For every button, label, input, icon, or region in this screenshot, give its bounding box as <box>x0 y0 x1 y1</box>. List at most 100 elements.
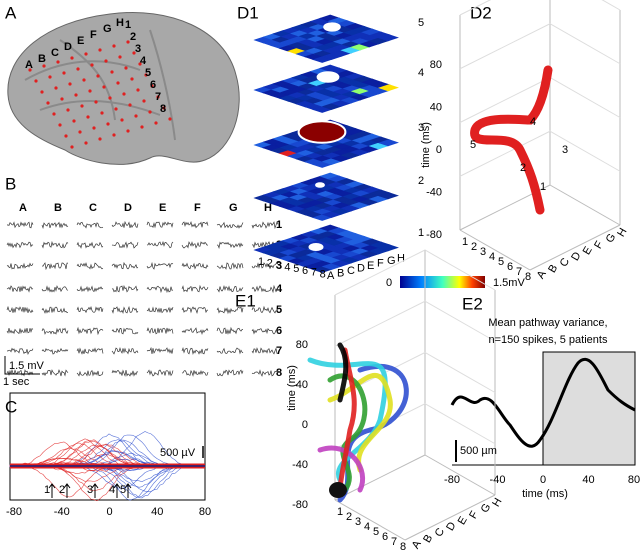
panel-label: D1 <box>237 3 259 22</box>
y-tick-label: 0 <box>302 419 308 431</box>
eeg-trace <box>181 346 209 356</box>
electrode <box>76 67 80 71</box>
grid-line <box>334 351 496 398</box>
grid-column-label: D <box>64 41 72 53</box>
eeg-trace <box>76 347 104 355</box>
eeg-trace <box>6 327 34 335</box>
title: Mean pathway variance, <box>488 317 607 329</box>
activity-center <box>323 22 341 32</box>
x-label: 8 <box>400 541 406 551</box>
box-edge <box>459 229 531 271</box>
electrode <box>106 122 110 126</box>
colorbar <box>400 276 485 288</box>
x-label: 6 <box>382 531 388 543</box>
eeg-trace <box>76 326 104 336</box>
eeg-trace <box>41 347 69 355</box>
layer-label: 4 <box>418 67 424 79</box>
eeg-trace <box>76 221 104 229</box>
electrode <box>114 107 118 111</box>
x-label: 5 <box>293 263 299 275</box>
path-label: 3 <box>562 144 568 156</box>
scale-label: 500 µV <box>160 447 196 459</box>
column-label: C <box>89 202 97 214</box>
column-label: B <box>54 202 62 214</box>
subtitle: n=150 spikes, 5 patients <box>489 334 608 346</box>
box-edge <box>334 499 406 541</box>
electrode <box>130 77 134 81</box>
electrode <box>168 117 172 121</box>
y-label: H <box>397 252 405 264</box>
x-label: 2 <box>267 258 273 270</box>
x-label: 7 <box>311 267 317 279</box>
eeg-trace <box>146 306 174 314</box>
electrode <box>74 93 78 97</box>
electrode <box>104 59 108 63</box>
electrode <box>124 66 128 70</box>
x-label: 1 <box>337 506 343 518</box>
grid-row-label: 5 <box>145 67 151 79</box>
column-label: H <box>264 202 272 214</box>
x-label: 6 <box>302 265 308 277</box>
column-label: A <box>19 202 27 214</box>
eeg-trace <box>251 284 279 294</box>
path-label: 5 <box>470 139 476 151</box>
x-tick-label: 0 <box>106 506 112 518</box>
x-label: 4 <box>284 261 290 273</box>
y-tick-label: 80 <box>430 59 442 71</box>
pathway-tube <box>337 347 357 493</box>
axis-label: time (ms) <box>420 122 432 168</box>
electrode <box>150 84 154 88</box>
grid-column-label: E <box>77 35 84 47</box>
grid-column-label: H <box>116 17 124 29</box>
heatmap-cell <box>378 139 399 147</box>
row-label: 7 <box>276 345 282 357</box>
eeg-trace <box>41 221 69 229</box>
scale-bar <box>4 356 40 375</box>
electrode <box>126 129 130 133</box>
layer-label: 1 <box>418 227 424 239</box>
electrode <box>66 108 70 112</box>
eeg-trace <box>76 306 104 314</box>
x-label: 4 <box>489 251 495 263</box>
eeg-trace <box>6 285 34 293</box>
path-label: 4 <box>530 116 536 128</box>
y-label: F <box>377 257 384 269</box>
y-label: B <box>546 263 560 275</box>
eeg-trace <box>146 369 174 377</box>
layer-label: 3 <box>418 122 424 134</box>
electrode <box>78 130 82 134</box>
grid-line <box>459 130 621 177</box>
eeg-trace <box>41 285 69 293</box>
eeg-trace <box>216 326 243 335</box>
electrode <box>64 134 68 138</box>
axis-label: time (ms) <box>522 488 568 500</box>
electrode <box>34 79 38 83</box>
y-label: F <box>592 239 606 251</box>
electrode <box>62 71 66 75</box>
y-label: B <box>337 267 344 279</box>
grid-row-label: 7 <box>155 91 161 103</box>
box-edge <box>529 224 621 271</box>
eeg-trace <box>41 327 69 335</box>
electrode <box>58 123 62 127</box>
electrode <box>84 141 88 145</box>
scale-label: 500 µm <box>460 445 497 457</box>
scale-voltage: 1.5 mV <box>9 360 45 372</box>
electrode <box>94 100 98 104</box>
eeg-trace <box>181 241 209 249</box>
x-label: 4 <box>364 521 370 533</box>
eeg-trace <box>251 262 279 270</box>
marker-label: 2 <box>59 484 65 496</box>
row-label: 4 <box>276 283 283 295</box>
eeg-trace <box>216 221 244 229</box>
y-label: E <box>367 260 374 272</box>
electrode <box>118 55 122 59</box>
x-label: 2 <box>471 241 477 253</box>
x-label: 5 <box>498 256 504 268</box>
grid-row-label: 3 <box>135 43 141 55</box>
electrode <box>88 89 92 93</box>
column-label: D <box>124 202 132 214</box>
grid-column-label: B <box>38 53 46 65</box>
eeg-trace <box>111 327 139 335</box>
axis-label: time (ms) <box>286 365 298 411</box>
